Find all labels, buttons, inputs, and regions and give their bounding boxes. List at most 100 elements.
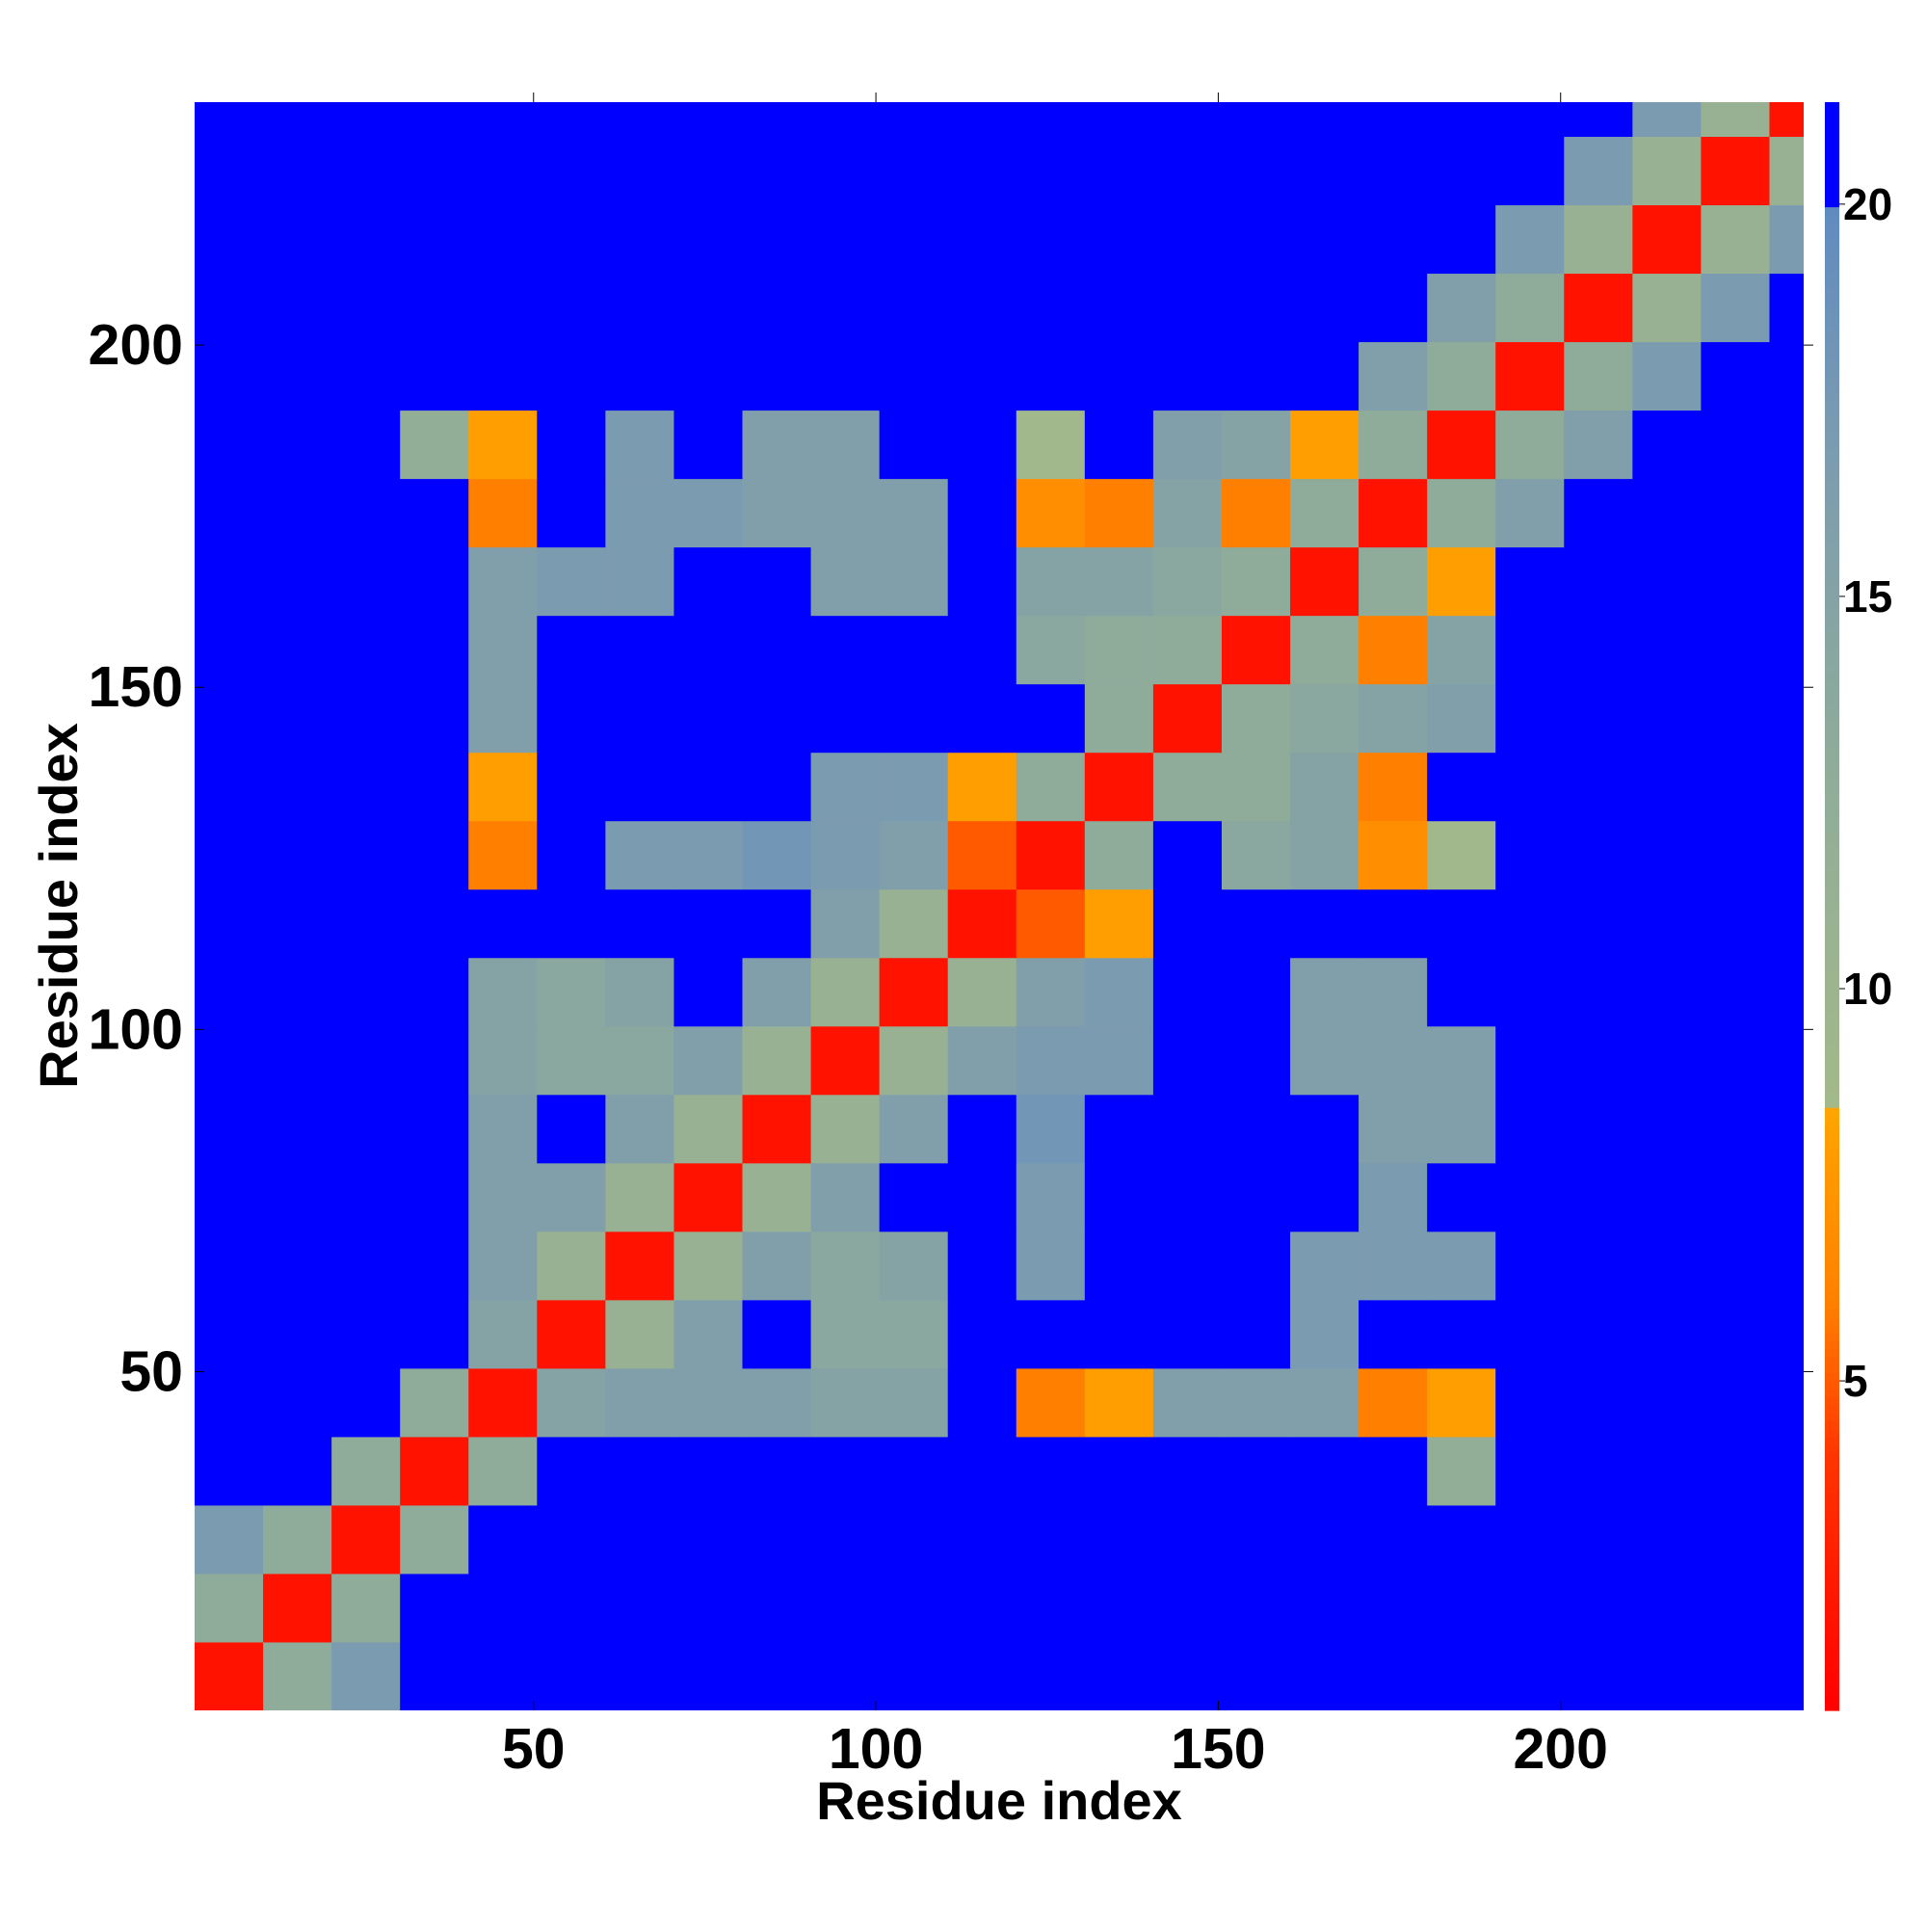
heatmap-cell bbox=[1359, 1573, 1428, 1643]
heatmap-cell bbox=[263, 410, 332, 480]
heatmap-cell bbox=[1632, 1367, 1702, 1438]
colorbar-segment bbox=[1825, 930, 1839, 940]
colorbar-segment bbox=[1825, 262, 1839, 272]
heatmap-cell bbox=[1495, 1573, 1565, 1643]
colorbar-segment bbox=[1825, 1493, 1839, 1502]
heatmap-cell bbox=[1427, 683, 1496, 754]
colorbar-segment bbox=[1825, 1228, 1839, 1237]
heatmap-cell bbox=[1152, 1162, 1223, 1232]
heatmap-cell bbox=[1495, 102, 1565, 138]
colorbar-segment bbox=[1825, 1444, 1839, 1454]
colorbar-segment bbox=[1825, 1332, 1839, 1341]
colorbar-segment bbox=[1825, 874, 1839, 884]
heatmap-cell bbox=[1427, 478, 1496, 548]
heatmap-cell bbox=[1290, 1231, 1359, 1301]
heatmap-cell bbox=[1359, 478, 1428, 548]
heatmap-cell bbox=[1359, 683, 1428, 754]
heatmap-cell bbox=[331, 410, 401, 480]
heatmap-cell bbox=[1427, 1367, 1496, 1438]
heatmap-cell bbox=[468, 478, 538, 548]
heatmap-cell bbox=[605, 136, 674, 206]
heatmap-cell bbox=[947, 136, 1017, 206]
heatmap-cell bbox=[1290, 204, 1359, 275]
heatmap-cell bbox=[195, 1094, 264, 1164]
heatmap-cell bbox=[263, 1025, 332, 1096]
heatmap-cell bbox=[810, 546, 881, 617]
heatmap-cell bbox=[331, 102, 401, 138]
colorbar-segment bbox=[1825, 319, 1839, 329]
colorbar-segment bbox=[1825, 889, 1839, 899]
colorbar-segment bbox=[1825, 375, 1839, 384]
heatmap-cell bbox=[1152, 752, 1223, 822]
heatmap-cell bbox=[1016, 1025, 1086, 1096]
colorbar-segment bbox=[1825, 206, 1839, 216]
heatmap-cell bbox=[1495, 752, 1565, 822]
y-tick-label: 100 bbox=[89, 997, 183, 1061]
heatmap-cell bbox=[947, 1025, 1017, 1096]
colorbar-segment bbox=[1825, 624, 1839, 634]
colorbar-segment bbox=[1825, 1010, 1839, 1019]
colorbar-segment bbox=[1825, 1147, 1839, 1156]
heatmap-cell bbox=[605, 1025, 674, 1096]
heatmap-cell bbox=[879, 820, 949, 890]
heatmap-cell bbox=[810, 136, 881, 206]
colorbar-segment bbox=[1825, 841, 1839, 851]
heatmap-cell bbox=[879, 683, 949, 754]
heatmap-cell bbox=[1221, 820, 1291, 890]
colorbar-segment bbox=[1825, 286, 1839, 296]
heatmap-cell bbox=[810, 1436, 881, 1506]
heatmap-cell bbox=[1701, 683, 1770, 754]
heatmap-cell bbox=[1495, 1367, 1565, 1438]
colorbar-segment bbox=[1825, 367, 1839, 377]
heatmap-cell bbox=[195, 1231, 264, 1301]
heatmap-cell bbox=[1290, 683, 1359, 754]
heatmap-cell bbox=[1084, 1367, 1154, 1438]
heatmap-cell bbox=[1769, 546, 1804, 617]
heatmap-cell bbox=[1701, 1299, 1770, 1369]
heatmap-cell bbox=[537, 1025, 606, 1096]
heatmap-cell bbox=[673, 478, 744, 548]
colorbar-segment bbox=[1825, 858, 1839, 867]
heatmap-cell bbox=[263, 1162, 332, 1232]
heatmap-cell bbox=[1632, 957, 1702, 1027]
heatmap-cell bbox=[1564, 1573, 1633, 1643]
heatmap-cell bbox=[879, 1025, 949, 1096]
heatmap-cell bbox=[605, 1094, 674, 1164]
heatmap-cell bbox=[1632, 341, 1702, 411]
heatmap-cell bbox=[673, 546, 744, 617]
heatmap-cell bbox=[1359, 1162, 1428, 1232]
colorbar-segment bbox=[1825, 335, 1839, 344]
colorbar-segment bbox=[1825, 1019, 1839, 1028]
heatmap-cell bbox=[947, 1641, 1017, 1710]
colorbar-segment bbox=[1825, 102, 1839, 111]
heatmap-cell bbox=[537, 136, 606, 206]
colorbar-segment bbox=[1825, 1284, 1839, 1293]
heatmap-cell bbox=[673, 1367, 744, 1438]
heatmap-cell bbox=[1632, 546, 1702, 617]
heatmap-cell bbox=[605, 752, 674, 822]
heatmap-cell bbox=[1701, 341, 1770, 411]
colorbar-segment bbox=[1825, 254, 1839, 264]
heatmap-cell bbox=[1016, 1504, 1086, 1575]
heatmap-cell bbox=[1701, 752, 1770, 822]
heatmap-cell bbox=[1564, 615, 1633, 685]
heatmap-cell bbox=[947, 752, 1017, 822]
heatmap-cell bbox=[1769, 1641, 1804, 1710]
heatmap-cell bbox=[810, 1162, 881, 1232]
colorbar-segment bbox=[1825, 359, 1839, 368]
heatmap-cell bbox=[1701, 1504, 1770, 1575]
heatmap-cell bbox=[1701, 136, 1770, 206]
heatmap-cell bbox=[1427, 136, 1496, 206]
heatmap-cell bbox=[468, 888, 538, 959]
colorbar-segment bbox=[1825, 1074, 1839, 1084]
colorbar-segment bbox=[1825, 408, 1839, 417]
heatmap-cell bbox=[1290, 1367, 1359, 1438]
heatmap-cell bbox=[1084, 1436, 1154, 1506]
heatmap-cell bbox=[673, 341, 744, 411]
heatmap-cell bbox=[1359, 820, 1428, 890]
heatmap-cell bbox=[1701, 204, 1770, 275]
colorbar-segment bbox=[1825, 343, 1839, 353]
heatmap-cell bbox=[1152, 546, 1223, 617]
heatmap-cell bbox=[468, 1025, 538, 1096]
